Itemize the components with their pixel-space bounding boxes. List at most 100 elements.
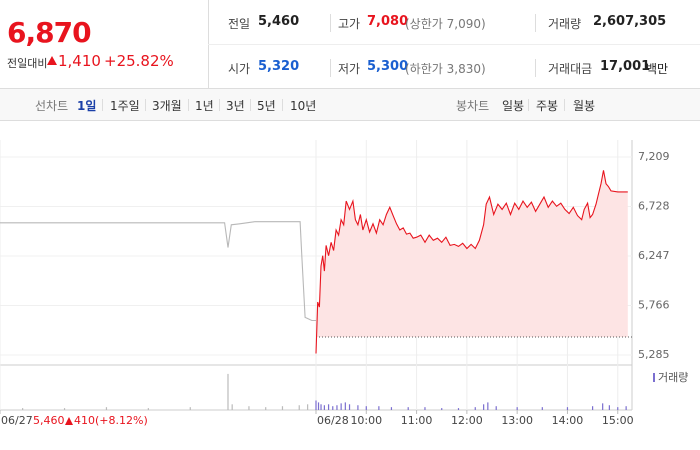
separator bbox=[145, 99, 146, 111]
volume-bar bbox=[516, 407, 518, 410]
volume-bar bbox=[336, 405, 338, 410]
x-tick-label: 10:00 bbox=[350, 414, 382, 427]
divider bbox=[0, 88, 700, 89]
volume-bar bbox=[407, 407, 409, 410]
x-tick-label: 14:00 bbox=[552, 414, 584, 427]
stat-label: 고가 bbox=[338, 17, 361, 31]
separator bbox=[250, 99, 251, 111]
volume-bar bbox=[457, 408, 460, 410]
stat-value: 7,080 bbox=[367, 14, 409, 29]
volume-bar bbox=[602, 403, 604, 410]
tab[interactable]: 5년 bbox=[257, 99, 276, 113]
tab[interactable]: 1일 bbox=[77, 99, 97, 113]
y-tick-label: 5,285 bbox=[638, 348, 670, 361]
volume-bar bbox=[307, 404, 309, 410]
volume-bar bbox=[315, 400, 317, 410]
volume-bar bbox=[617, 407, 619, 410]
stat-value: 5,320 bbox=[258, 59, 300, 74]
volume-bar bbox=[327, 404, 330, 410]
change: 1,410 bbox=[58, 52, 101, 70]
volume-bar bbox=[424, 407, 426, 410]
volume-bar bbox=[189, 407, 191, 410]
price: 6,870 bbox=[7, 16, 92, 49]
change-label: 전일대비 bbox=[7, 57, 48, 70]
tab[interactable]: 1주일 bbox=[110, 99, 140, 113]
tab[interactable]: 3개월 bbox=[152, 99, 182, 113]
stat-label: 거래대금 bbox=[548, 62, 593, 76]
volume-bar bbox=[265, 407, 267, 410]
tab[interactable]: 10년 bbox=[290, 99, 317, 113]
separator bbox=[528, 99, 529, 111]
area bbox=[316, 170, 628, 354]
separator bbox=[188, 99, 189, 111]
separator bbox=[535, 59, 536, 77]
x-tick-label: 13:00 bbox=[501, 414, 533, 427]
volume-bar bbox=[147, 408, 149, 410]
volume-bar bbox=[483, 404, 485, 410]
tab-bar bbox=[0, 89, 700, 121]
volume-bar bbox=[592, 406, 594, 410]
tab[interactable]: 월봉 bbox=[573, 99, 596, 113]
separator bbox=[330, 59, 331, 77]
stat-value: 5,300 bbox=[367, 59, 409, 74]
stat-label: 시가 bbox=[228, 62, 251, 76]
x-tick-label: 15:00 bbox=[602, 414, 634, 427]
stat-label: 거래량 bbox=[548, 17, 582, 31]
separator bbox=[564, 99, 565, 111]
tab[interactable]: 일봉 bbox=[502, 99, 525, 113]
volume-bar bbox=[441, 408, 443, 410]
volume-bar bbox=[320, 404, 322, 410]
volume-bar bbox=[608, 405, 610, 410]
volume-bar bbox=[298, 405, 300, 410]
rate: +25.82% bbox=[104, 52, 174, 70]
volume-bar bbox=[332, 406, 334, 410]
x-tick-label: 06/27 bbox=[1, 414, 33, 427]
stat-value: 2,607,305 bbox=[593, 14, 667, 29]
separator bbox=[102, 99, 103, 111]
tab[interactable]: 1년 bbox=[195, 99, 214, 113]
tab[interactable]: 주봉 bbox=[536, 99, 559, 113]
volume-bar bbox=[390, 407, 393, 410]
prev-change: 410 bbox=[74, 414, 95, 427]
separator bbox=[282, 99, 283, 111]
stat-note: (상한가 7,090) bbox=[405, 17, 486, 31]
stat-value: 17,001 bbox=[600, 59, 651, 74]
x-tick-label: 11:00 bbox=[401, 414, 433, 427]
tab-group-label: 선차트 bbox=[35, 99, 69, 113]
y-tick-label: 7,209 bbox=[638, 150, 670, 163]
volume-bar bbox=[340, 403, 342, 410]
x-tick-label: 12:00 bbox=[451, 414, 483, 427]
volume-bar bbox=[323, 405, 325, 410]
volume-bar bbox=[231, 404, 233, 410]
volume-bar bbox=[22, 408, 24, 410]
volume-bar bbox=[365, 406, 367, 410]
volume-bar bbox=[625, 406, 627, 410]
y-tick-label: 5,766 bbox=[638, 299, 670, 312]
stat-unit: 백만 bbox=[646, 62, 669, 76]
legend-label: 거래량 bbox=[658, 371, 688, 384]
y-tick-label: 6,728 bbox=[638, 200, 670, 213]
volume-bar bbox=[566, 407, 569, 410]
y-tick-label: 6,247 bbox=[638, 249, 670, 262]
tab[interactable]: 3년 bbox=[226, 99, 245, 113]
volume-bar bbox=[63, 408, 66, 410]
volume-bar bbox=[227, 373, 229, 410]
prev-close: 5,460 bbox=[33, 414, 65, 427]
separator bbox=[330, 14, 331, 32]
stat-label: 전일 bbox=[228, 17, 251, 31]
volume-bar bbox=[357, 405, 359, 410]
volume-bar bbox=[474, 407, 476, 410]
up-icon bbox=[47, 56, 57, 65]
volume-bar bbox=[541, 407, 543, 410]
price-line bbox=[315, 170, 628, 354]
volume-bar bbox=[344, 402, 346, 410]
volume-bar bbox=[495, 406, 497, 410]
x-tick-label: 06/28 bbox=[317, 414, 349, 427]
row-divider bbox=[208, 44, 700, 45]
volume-bar bbox=[378, 406, 380, 410]
volume-bar bbox=[105, 407, 108, 410]
tab-group-label: 봉차트 bbox=[456, 99, 490, 113]
volume-bar bbox=[248, 406, 250, 410]
